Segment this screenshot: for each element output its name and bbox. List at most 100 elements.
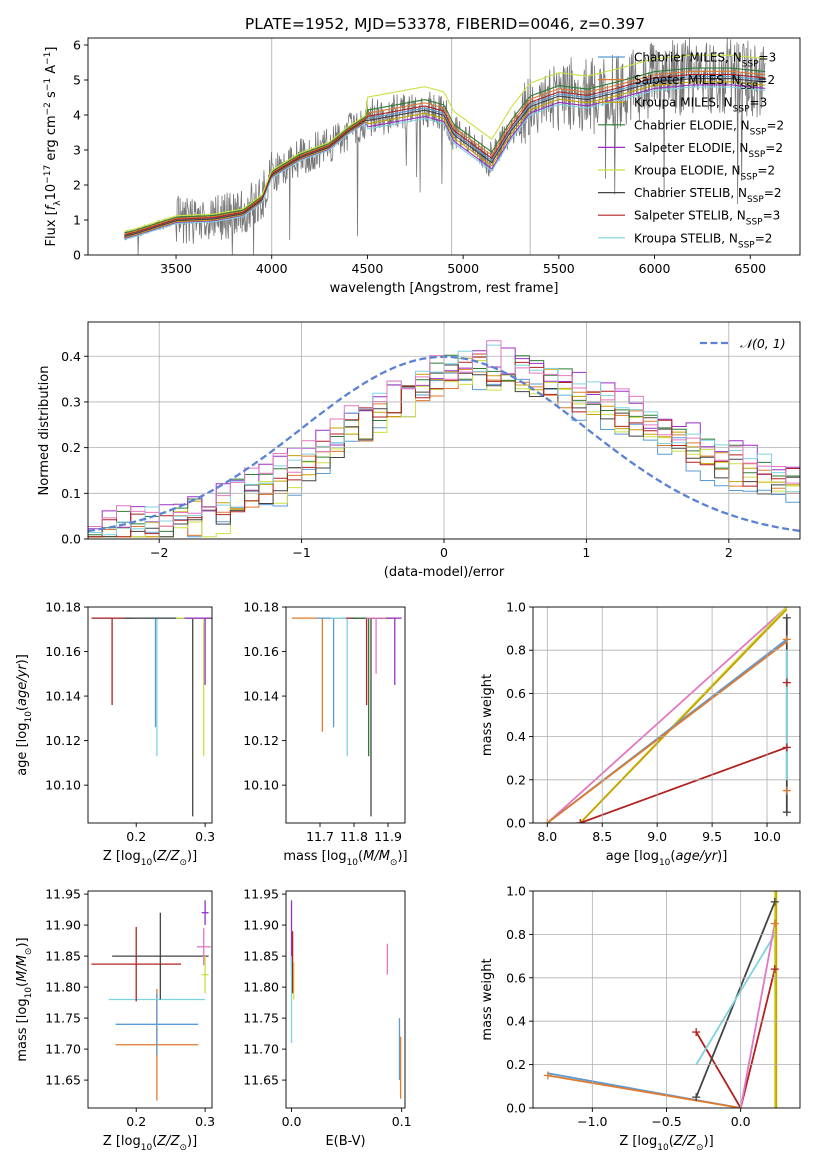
y-tick-label: 11.80	[45, 980, 81, 995]
x-tick-label: 0	[440, 545, 448, 560]
label-part: ]	[44, 47, 59, 52]
label-part: Chabrier MILES, N	[634, 51, 742, 65]
y-tick-label: 10.12	[243, 733, 279, 748]
axes-frame	[87, 606, 213, 824]
legend-label: 𝒩(0, 1)	[740, 336, 786, 351]
label-part: 10	[44, 184, 59, 201]
y-tick-label: 10.10	[243, 778, 279, 793]
data-point	[196, 928, 211, 966]
x-tick-label: 1	[582, 545, 590, 560]
residual-histogram	[88, 368, 800, 538]
axes-frame	[87, 890, 213, 1109]
label-script: SSP	[748, 150, 765, 160]
label-part: )]	[15, 937, 30, 947]
y-tick-label: 5	[73, 73, 81, 88]
label-part: Kroupa MILES, N	[634, 96, 733, 110]
data-point	[123, 617, 212, 817]
label-part: =3	[763, 209, 781, 223]
x-tick-label: 0.0	[731, 1114, 751, 1129]
label-script: −2	[43, 102, 53, 115]
plot-area	[91, 900, 211, 1101]
label-part: M/M	[363, 849, 390, 864]
data-point	[365, 617, 387, 674]
y-tick-label: 0.4	[506, 1014, 526, 1029]
data-point	[176, 617, 212, 757]
weight-line	[695, 968, 776, 1108]
legend: 𝒩(0, 1)	[700, 336, 786, 351]
axes-spectrum: 3500 4000 4500 5000 5500 6000 6500 0 1 2 3 4 5 6 wavel…	[43, 38, 801, 296]
y-tick-label: 0.4	[61, 349, 81, 364]
y-tick-label: 6	[73, 38, 81, 53]
x-tick-label: 3500	[160, 261, 192, 276]
label-part: mass [log	[15, 998, 30, 1061]
y-tick-label: 11.70	[45, 1042, 81, 1057]
y-tick-label: 0.0	[506, 1101, 526, 1116]
y-tick-label: 1.0	[506, 600, 526, 615]
legend-label: Kroupa ELODIE, NSSP=2	[634, 164, 775, 183]
y-tick-label: 0.3	[61, 394, 81, 409]
label-part: Z/Z	[156, 849, 180, 864]
y-tick-label: 11.95	[45, 887, 81, 902]
axes-frame	[532, 606, 801, 824]
y-tick-label: 0.0	[61, 532, 81, 547]
data-point	[350, 617, 392, 817]
label-part: Kroupa ELODIE, N	[634, 164, 741, 178]
axes-frame	[285, 890, 406, 1109]
label-script: SSP	[738, 240, 755, 250]
label-script: 10	[659, 858, 671, 868]
x-tick-label: 0.2	[126, 1114, 146, 1129]
legend-label: Chabrier STELIB, NSSP=2	[634, 186, 782, 205]
legend-label: Salpeter STELIB, NSSP=3	[634, 209, 780, 228]
y-tick-label: 0.2	[506, 772, 526, 787]
label-part: (	[15, 982, 30, 987]
legend-label: Salpeter ELODIE, NSSP=2	[634, 141, 783, 160]
label-script: −1	[43, 52, 53, 65]
residual-histogram	[88, 360, 800, 538]
label-part: s	[44, 91, 59, 102]
weight-line	[547, 1074, 741, 1108]
label-script: SSP	[746, 218, 763, 228]
y-axis-label: Flux [fλ10−17 erg cm−2 s−1 A−1]	[43, 47, 63, 247]
residual-histogram	[88, 364, 800, 538]
label-part: Z/Z	[673, 1134, 697, 1149]
label-part: )]	[717, 849, 727, 864]
y-tick-label: 10.18	[243, 600, 279, 615]
y-tick-label: 11.95	[243, 887, 279, 902]
residual-histogram	[88, 372, 800, 538]
label-script: ⊙	[24, 948, 34, 956]
weight-line	[579, 746, 788, 823]
residual-histogram	[88, 354, 800, 536]
label-script: λ	[53, 200, 63, 206]
x-tick-label: −1	[292, 545, 310, 560]
data-point	[291, 617, 353, 732]
model-line	[124, 75, 766, 237]
y-tick-label: 1	[73, 213, 81, 228]
x-axis-label: Z [log10(Z/Z⊙)]	[103, 849, 197, 868]
model-line	[124, 67, 766, 234]
label-script: 10	[24, 711, 34, 723]
label-part: erg cm	[44, 115, 59, 164]
y-tick-label: 2	[73, 178, 81, 193]
y-tick-label: 10.12	[45, 733, 81, 748]
label-part: =2	[766, 118, 784, 132]
data-point	[101, 617, 212, 757]
label-part: =2	[765, 141, 783, 155]
y-tick-label: 11.75	[45, 1011, 81, 1026]
y-tick-label: 11.90	[45, 918, 81, 933]
label-script: −17	[43, 165, 53, 184]
label-part: Chabrier ELODIE, N	[634, 118, 750, 132]
label-script: 10	[141, 1143, 153, 1153]
label-part: age/yr	[15, 663, 30, 706]
data-point	[316, 617, 351, 728]
x-axis-label: Z [log10(Z/Z⊙)]	[103, 1134, 197, 1153]
y-axis-label: mass [log10(M/M⊙)]	[15, 937, 34, 1061]
label-part: Chabrier STELIB, N	[634, 186, 747, 200]
y-tick-label: 11.80	[243, 980, 279, 995]
label-part: )]	[15, 654, 30, 664]
legend-label: Chabrier MILES, NSSP=3	[634, 51, 776, 70]
plot-area	[533, 607, 800, 823]
y-tick-label: 0.8	[506, 927, 526, 942]
plot-area	[91, 617, 212, 817]
y-tick-label: 11.65	[45, 1073, 81, 1088]
